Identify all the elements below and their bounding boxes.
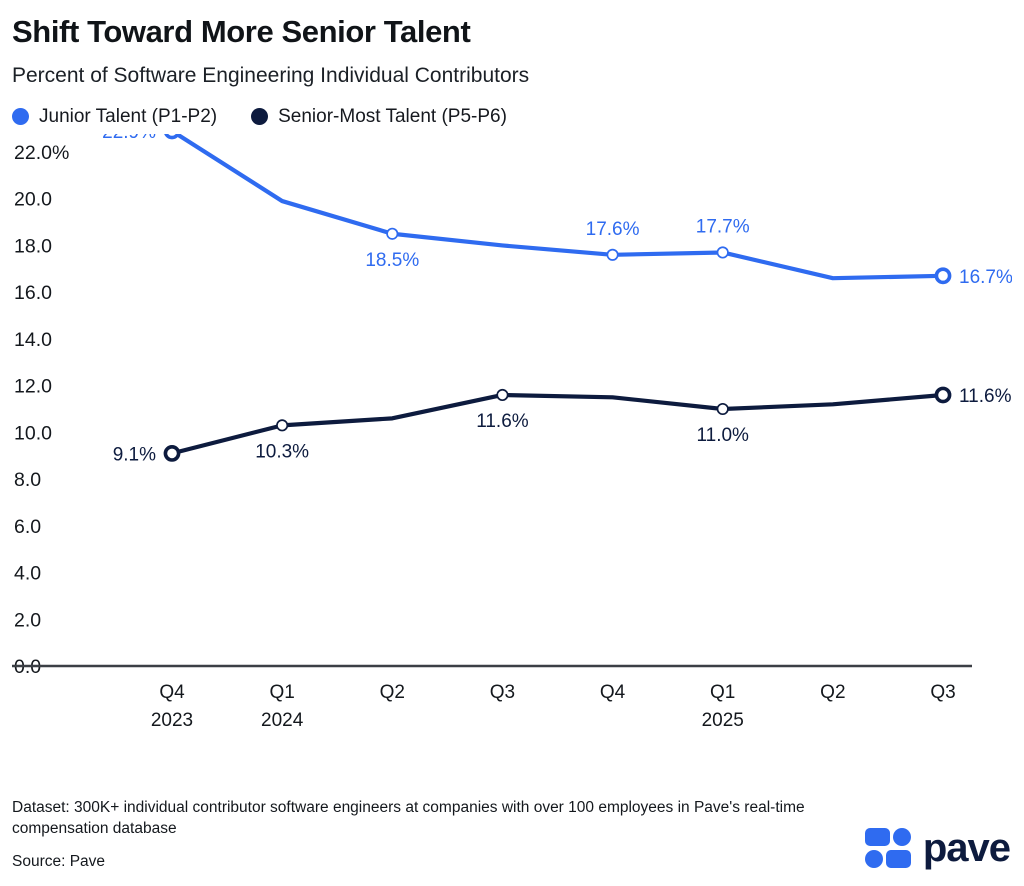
- data-point-marker[interactable]: [606, 248, 619, 261]
- data-point-label: 16.7%: [959, 267, 1012, 288]
- data-point-marker[interactable]: [496, 388, 509, 401]
- data-point-marker[interactable]: [716, 402, 729, 415]
- y-axis-tick-label: 14.0: [14, 329, 52, 351]
- x-axis-tick-label: Q3: [930, 682, 955, 703]
- series-line: [169, 392, 946, 456]
- legend-item-junior[interactable]: Junior Talent (P1-P2): [12, 106, 217, 128]
- legend-label-junior: Junior Talent (P1-P2): [39, 105, 218, 127]
- series-line: [172, 133, 946, 281]
- y-axis-tick-label: 6.0: [14, 516, 41, 538]
- source-note: Source: Pave: [12, 852, 106, 870]
- chart-legend: Junior Talent (P1-P2) Senior-Most Talent…: [12, 88, 1012, 130]
- chart-series: 22.9% 18.5% 17.6% 17.7% 16.7%: [102, 133, 1012, 288]
- x-axis-tick-label: Q1: [269, 682, 294, 703]
- data-point-marker[interactable]: [163, 444, 181, 462]
- chart-series: 9.1% 10.3% 11.6% 11.0% 11.6%: [113, 386, 1012, 465]
- pave-logo: pave: [864, 826, 1011, 870]
- x-axis-year-label: 2024: [261, 710, 304, 731]
- x-axis-year-label: 2025: [702, 710, 744, 731]
- data-point-label: 18.5%: [365, 250, 419, 271]
- line-chart: 22.0% 20.0 18.0 16.0 14.0 12.0 10.0 8.0 6.0 4.0 2.…: [12, 133, 1012, 754]
- pave-mark-icon: [864, 828, 911, 868]
- chart-footnotes: Dataset: 300K+ individual contributor so…: [12, 797, 842, 872]
- dataset-note: Dataset: 300K+ individual contributor so…: [12, 797, 842, 840]
- legend-swatch-junior-icon: [12, 108, 29, 126]
- x-axis-year-label: 2023: [151, 710, 193, 731]
- y-axis-tick-label: 4.0: [14, 562, 41, 584]
- data-point-marker[interactable]: [934, 386, 952, 404]
- y-axis-tick-label: 22.0%: [14, 142, 69, 164]
- legend-item-senior[interactable]: Senior-Most Talent (P5-P6): [251, 106, 507, 128]
- y-axis-tick-label: 2.0: [14, 609, 41, 631]
- x-axis-tick-label: Q4: [159, 682, 185, 703]
- data-point-label: 11.6%: [476, 411, 529, 432]
- page-title: Shift Toward More Senior Talent: [12, 14, 471, 49]
- data-point-label: 17.7%: [696, 216, 750, 237]
- data-point-label: 9.1%: [113, 444, 156, 465]
- legend-swatch-senior-icon: [251, 108, 269, 126]
- y-axis-tick-label: 18.0: [14, 235, 52, 257]
- y-axis-tick-label: 10.0: [14, 422, 52, 444]
- chart-canvas: 22.0% 20.0 18.0 16.0 14.0 12.0 10.0 8.0 6.0 4.0 2.…: [12, 133, 1012, 731]
- pave-wordmark: pave: [922, 826, 1011, 870]
- legend-label-senior: Senior-Most Talent (P5-P6): [278, 105, 507, 127]
- data-point-marker[interactable]: [386, 227, 399, 240]
- chart-subtitle: Percent of Software Engineering Individu…: [12, 63, 530, 87]
- y-axis-tick-label: 16.0: [14, 282, 52, 304]
- data-point-marker[interactable]: [934, 267, 952, 284]
- x-axis-tick-label: Q4: [600, 682, 626, 703]
- data-point-label: 11.6%: [959, 386, 1012, 407]
- dataset-note-line1: Dataset: 300K+ individual contributor so…: [12, 798, 595, 816]
- y-axis-tick-label: 8.0: [14, 469, 41, 491]
- data-point-marker[interactable]: [716, 246, 729, 259]
- data-point-marker[interactable]: [164, 133, 180, 140]
- data-point-marker[interactable]: [276, 419, 289, 432]
- y-axis-tick-label: 12.0: [14, 375, 52, 397]
- x-axis-tick-label: Q3: [490, 682, 515, 703]
- dataset-note-line2: employees in Pave's real-time compensati…: [12, 798, 805, 838]
- x-axis-tick-label: Q2: [820, 682, 845, 703]
- data-point-label: 11.0%: [696, 425, 749, 446]
- data-point-label: 17.6%: [586, 219, 640, 240]
- y-axis-tick-label: 20.0: [14, 188, 52, 210]
- x-axis-tick-label: Q1: [710, 682, 735, 703]
- data-point-label: 22.9%: [102, 134, 156, 143]
- x-axis-tick-label: Q2: [380, 682, 405, 703]
- data-point-label: 10.3%: [255, 441, 309, 462]
